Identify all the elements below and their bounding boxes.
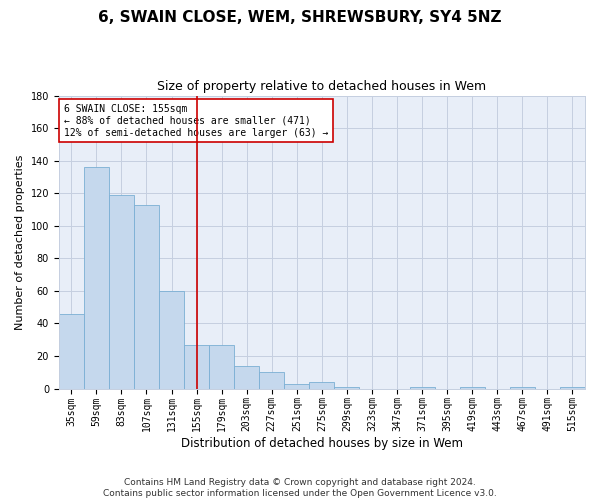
X-axis label: Distribution of detached houses by size in Wem: Distribution of detached houses by size … (181, 437, 463, 450)
Bar (159, 291, 184, 388)
Text: 6, SWAIN CLOSE, WEM, SHREWSBURY, SY4 5NZ: 6, SWAIN CLOSE, WEM, SHREWSBURY, SY4 5NZ (98, 10, 502, 25)
Bar (460, 387, 485, 388)
Bar (109, 195, 134, 388)
Bar (59, 314, 84, 388)
Bar (209, 344, 234, 389)
Bar (410, 387, 434, 388)
Text: 6 SWAIN CLOSE: 155sqm
← 88% of detached houses are smaller (471)
12% of semi-det: 6 SWAIN CLOSE: 155sqm ← 88% of detached … (64, 104, 328, 138)
Bar (234, 366, 259, 388)
Bar (560, 387, 585, 388)
Bar (510, 387, 535, 388)
Y-axis label: Number of detached properties: Number of detached properties (15, 154, 25, 330)
Bar (184, 344, 209, 389)
Bar (134, 204, 159, 388)
Bar (334, 387, 359, 388)
Bar (259, 372, 284, 388)
Title: Size of property relative to detached houses in Wem: Size of property relative to detached ho… (157, 80, 487, 93)
Text: Contains HM Land Registry data © Crown copyright and database right 2024.
Contai: Contains HM Land Registry data © Crown c… (103, 478, 497, 498)
Bar (310, 382, 334, 388)
Bar (84, 167, 109, 388)
Bar (284, 384, 310, 388)
